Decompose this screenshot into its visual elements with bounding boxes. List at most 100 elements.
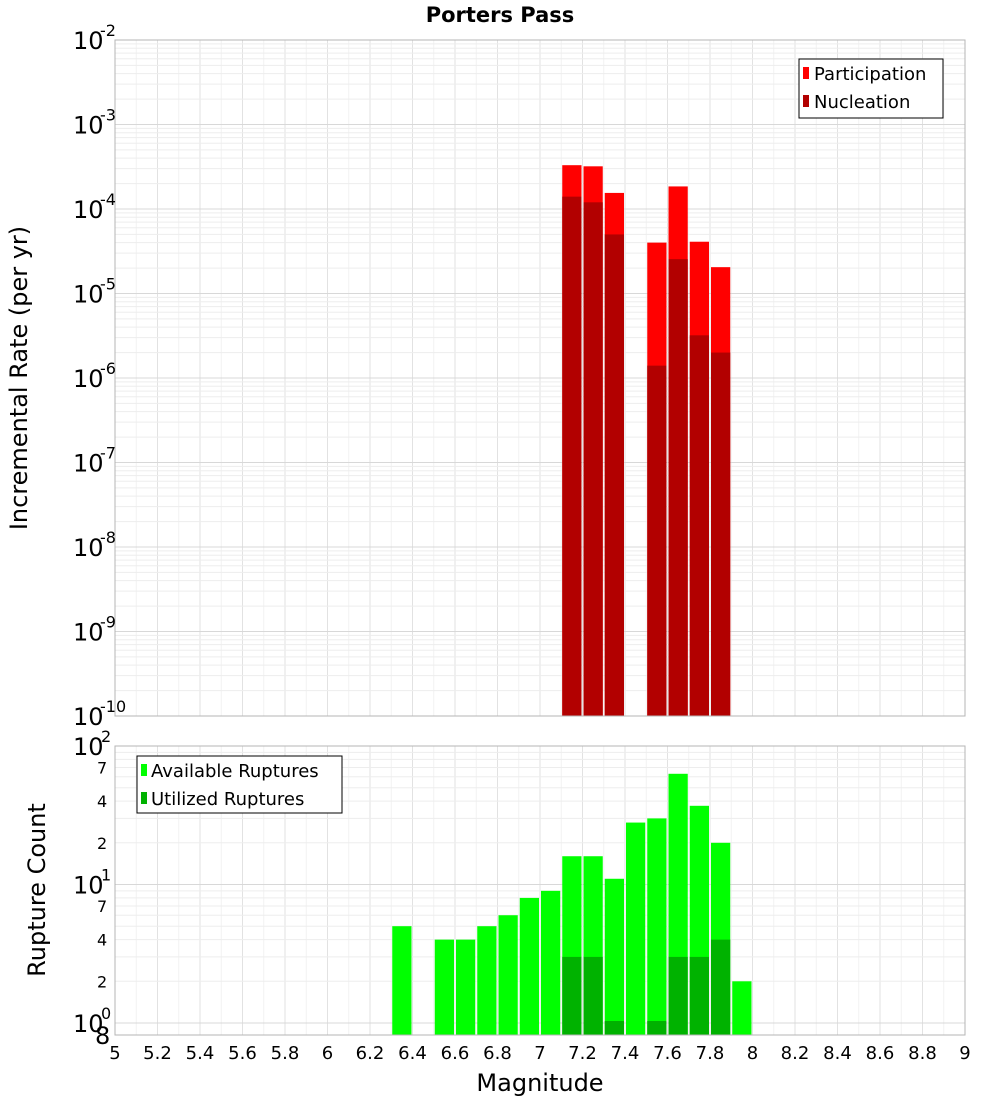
top-y-tick-label: 10 [73,534,104,562]
nucleation-bar [604,234,624,717]
top-y-tick-exponent: -6 [100,359,116,378]
utilized-ruptures-bar [583,956,603,1035]
bottom-y-tick-label: 10 [73,1010,104,1038]
available-ruptures-bar [519,897,539,1035]
bottom-y-tick-label: 4 [97,931,107,950]
bottom-bars [392,773,752,1035]
bottom-plot-border [114,745,966,1036]
x-tick-label: 6 [322,1043,333,1064]
top-plot-border [114,39,966,717]
x-tick-label: 5 [109,1043,120,1064]
x-tick-label: 8 [747,1043,758,1064]
top-y-tick-label: 10 [73,365,104,393]
available-ruptures-bar [477,926,497,1035]
nucleation-bar [583,202,603,716]
x-tick-label: 8.8 [908,1043,937,1064]
top-y-tick-label: 10 [73,619,104,647]
available-ruptures-bar [604,878,624,1035]
chart-title: Porters Pass [426,3,575,27]
x-tick-label: 6.2 [356,1043,385,1064]
utilized-ruptures-bar [604,1021,624,1035]
x-tick-label: 7.8 [696,1043,725,1064]
available-ruptures-bar [732,981,752,1035]
bottom-legend-box [136,755,343,814]
top-legend: Participation Nucleation [798,58,944,119]
top-y-tick-exponent: -4 [100,190,116,209]
top-y-tick-label: 10 [73,196,104,224]
x-tick-label: 7.6 [653,1043,682,1064]
available-ruptures-bar [626,822,646,1035]
top-y-tick-exponent: -3 [100,106,116,125]
nucleation-bar [689,335,709,716]
bottom-y-tick-exponent: 1 [101,866,111,885]
x-tick-label: 8.6 [866,1043,895,1064]
top-y-tick-label: 10 [73,450,104,478]
nucleation-bar [711,352,731,716]
top-grid [114,40,966,717]
bottom-y-tick-label: 7 [97,897,107,916]
x-tick-label: 6.8 [483,1043,512,1064]
legend-nucleation-swatch [803,95,809,107]
bottom-y-tick-label: 2 [97,834,107,853]
x-tick-label: 8.2 [781,1043,810,1064]
bottom-y-tick-label: 7 [97,758,107,777]
top-y-tick-exponent: -2 [100,21,116,40]
utilized-ruptures-bar [689,956,709,1035]
bottom-y-tick-label: 8 [95,1022,110,1050]
legend-participation-label: Participation [814,64,926,85]
utilized-ruptures-bar [668,956,688,1035]
top-y-tick-label: 10 [73,703,104,731]
x-tick-label: 6.6 [441,1043,470,1064]
top-y-axis-label: Incremental Rate (per yr) [5,226,33,530]
utilized-ruptures-bar [562,956,582,1035]
top-legend-box [798,58,944,119]
x-tick-label: 9 [959,1043,970,1064]
legend-utilized-swatch [141,792,147,804]
available-ruptures-bar [498,915,518,1035]
top-y-tick-exponent: -8 [100,528,116,547]
x-tick-label: 5.8 [271,1043,300,1064]
available-ruptures-bar [392,926,412,1035]
legend-available-label: Available Ruptures [151,761,319,782]
nucleation-bar [562,196,582,717]
bottom-y-tick-exponent: 2 [101,727,111,746]
top-y-tick-label: 10 [73,112,104,140]
x-axis-label: Magnitude [476,1069,603,1097]
available-ruptures-bar [434,939,454,1035]
bottom-legend: Available Ruptures Utilized Ruptures [136,755,343,814]
bottom-y-tick-label: 10 [73,872,104,900]
bottom-y-axis-label: Rupture Count [23,803,51,977]
available-ruptures-bar [647,818,667,1035]
x-tick-label: 7.4 [611,1043,640,1064]
bottom-grid [114,746,966,1035]
utilized-ruptures-bar [647,1021,667,1035]
legend-available-swatch [141,764,147,776]
utilized-ruptures-bar [711,939,731,1035]
top-y-tick-label: 10 [73,281,104,309]
top-bars [562,165,731,717]
nucleation-bar [647,365,667,716]
x-tick-label: 5.6 [228,1043,257,1064]
bottom-y-tick-label: 2 [97,972,107,991]
x-tick-label: 5.4 [186,1043,215,1064]
x-tick-labels: 5 5.2 5.4 5.6 5.8 6 6.2 6.4 6.6 6.8 7 7.2 7.4 7.6 7.8 8… [109,1043,970,1064]
top-y-tick-exponent: -10 [100,697,126,716]
legend-nucleation-label: Nucleation [814,92,910,113]
legend-utilized-label: Utilized Ruptures [151,789,304,810]
nucleation-bar [668,259,688,716]
x-tick-label: 8.4 [823,1043,852,1064]
x-tick-label: 5.2 [143,1043,172,1064]
top-y-tick-label: 10 [73,27,104,55]
available-ruptures-bar [456,939,476,1035]
bottom-y-tick-exponent: 0 [101,1004,111,1023]
bottom-y-tick-label: 4 [97,792,107,811]
x-tick-label: 7 [534,1043,545,1064]
legend-participation-swatch [803,67,809,79]
x-tick-label: 6.4 [398,1043,427,1064]
bottom-y-tick-label: 10 [73,733,104,761]
top-y-tick-exponent: -5 [100,275,116,294]
top-y-tick-exponent: -7 [100,444,116,463]
